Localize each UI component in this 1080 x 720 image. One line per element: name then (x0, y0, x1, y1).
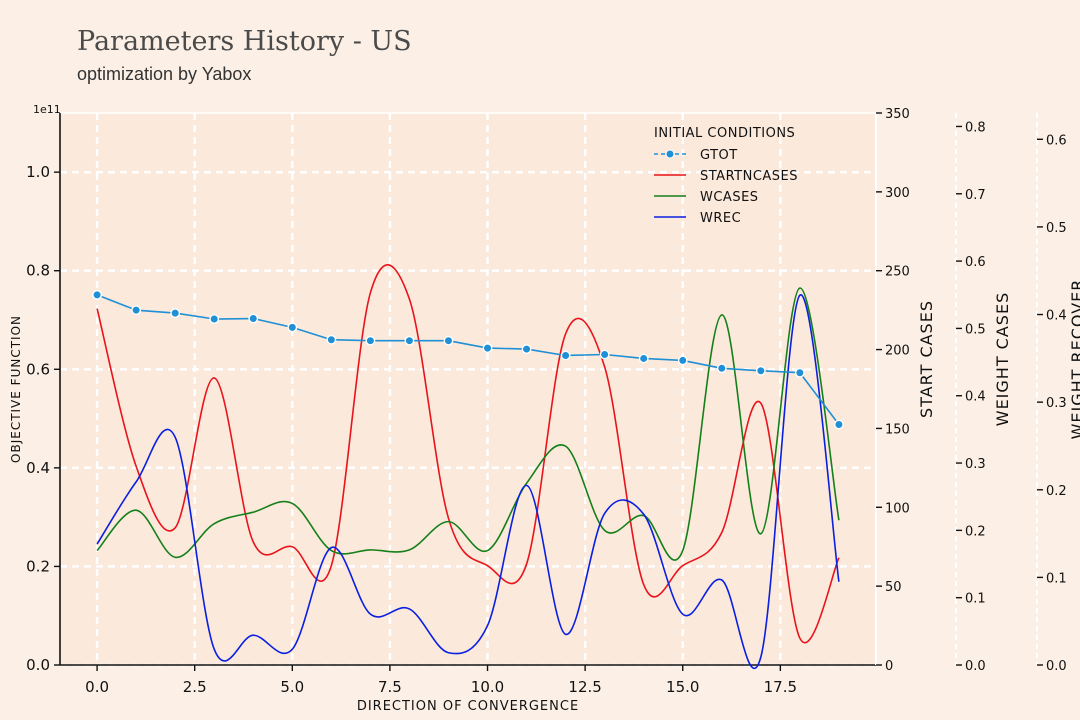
y-tick-label: 1.0 (26, 163, 50, 181)
right-axis-tick-label: 350 (885, 107, 910, 122)
x-tick-label: 15.0 (666, 678, 699, 696)
right-axis-label: START CASES (917, 300, 936, 418)
right-axis-tick-label: 0.1 (1046, 571, 1067, 586)
right-axis-tick-label: 0.4 (1046, 309, 1067, 324)
data-point-gtot (443, 335, 454, 346)
data-point-gtot (794, 367, 805, 378)
data-point-gtot (131, 305, 142, 316)
right-axis-tick-label: 0.2 (965, 524, 986, 539)
right-axis-tick-label: 0.6 (965, 255, 986, 270)
x-axis-label: DIRECTION OF CONVERGENCE (357, 699, 579, 714)
right-axis-tick-label: 0.0 (1046, 659, 1067, 674)
y-axis-multiplier: 1e11 (33, 103, 61, 116)
legend-marker (665, 149, 675, 159)
data-point-gtot (248, 313, 259, 324)
right-axis-tick-label: 100 (885, 501, 910, 516)
data-point-gtot (834, 419, 844, 430)
plot-area (59, 112, 877, 666)
x-tick-label: 10.0 (471, 678, 504, 696)
y-tick-label: 0.4 (26, 459, 50, 477)
y-tick-label: 0.6 (26, 360, 50, 378)
data-point-gtot (170, 308, 181, 318)
x-tick-label: 17.5 (764, 678, 797, 696)
data-point-gtot (209, 314, 220, 324)
right-axis-tick-label: 50 (885, 580, 902, 595)
data-point-gtot (716, 363, 727, 374)
right-axis-tick-label: 300 (885, 186, 910, 201)
legend-title: INITIAL CONDITIONS (654, 126, 795, 141)
right-axis-tick-label: 0.5 (965, 322, 986, 337)
x-tick-label: 2.5 (183, 678, 207, 696)
x-tick-label: 12.5 (568, 678, 601, 696)
y-axis-label: OBJECTIVE FUNCTION (9, 315, 23, 463)
data-point-gtot (287, 322, 298, 333)
data-point-gtot (677, 355, 688, 366)
right-axis-tick-label: 200 (885, 344, 910, 359)
legend-label: STARTNCASES (700, 169, 798, 184)
data-point-gtot (638, 353, 649, 364)
data-point-gtot (755, 365, 766, 376)
right-axis-tick-label: 0.5 (1046, 221, 1067, 236)
right-axis-tick-label: 0 (885, 659, 893, 674)
data-point-gtot (404, 335, 415, 346)
data-point-gtot (482, 343, 493, 353)
y-tick-label: 0.0 (26, 656, 50, 674)
y-tick-label: 0.2 (26, 557, 50, 575)
right-axis-label: WEIGHT CASES (993, 292, 1012, 426)
right-axis-tick-label: 0.3 (965, 457, 986, 472)
series-line-wrec (96, 294, 840, 669)
series-line-startncases (96, 264, 840, 644)
right-axis-tick-label: 0.6 (1046, 133, 1067, 148)
chart-subtitle: optimization by Yabox (77, 64, 252, 84)
series-line-wcases (96, 287, 840, 561)
chart-title: Parameters History - US (77, 26, 412, 57)
data-point-gtot (365, 335, 376, 346)
right-axis-tick-label: 250 (885, 265, 910, 280)
x-tick-label: 5.0 (280, 678, 304, 696)
data-point-gtot (521, 344, 532, 354)
right-axis-tick-label: 0.2 (1046, 484, 1067, 499)
series-line-gtot (96, 294, 840, 425)
legend-label: WREC (700, 211, 741, 226)
legend-label: WCASES (700, 190, 759, 205)
right-axis-tick-label: 0.7 (965, 188, 986, 203)
x-tick-label: 7.5 (378, 678, 402, 696)
right-axis-label: WEIGHT RECOVER (1068, 279, 1080, 440)
x-tick-label: 0.0 (85, 678, 109, 696)
data-point-gtot (560, 350, 571, 361)
right-axis-tick-label: 0.0 (965, 659, 986, 674)
right-axis-tick-label: 150 (885, 422, 910, 437)
data-point-gtot (92, 289, 102, 300)
right-axis-tick-label: 0.1 (965, 592, 986, 607)
y-tick-label: 0.8 (26, 262, 50, 280)
right-axis-tick-label: 0.3 (1046, 396, 1067, 411)
right-axis-tick-label: 0.4 (965, 390, 986, 405)
data-point-gtot (326, 334, 337, 345)
legend-label: GTOT (700, 148, 738, 163)
right-axis-tick-label: 0.8 (965, 120, 986, 135)
data-point-gtot (599, 349, 610, 360)
